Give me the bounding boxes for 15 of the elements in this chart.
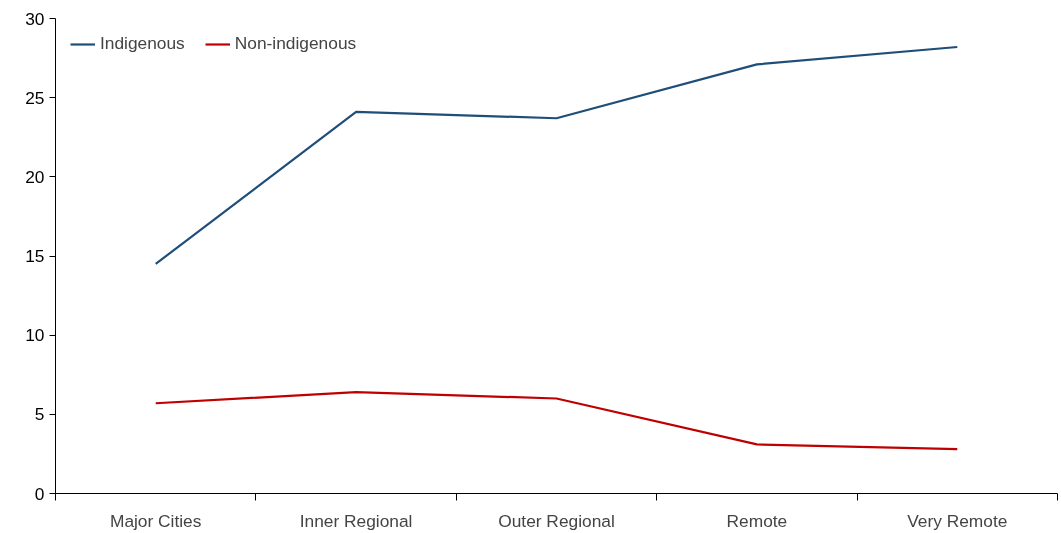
x-tick-label: Major Cities: [109, 510, 202, 531]
x-tick-label: Remote: [726, 510, 788, 531]
y-tick-label: 5: [34, 404, 45, 425]
y-tick-label: 15: [25, 246, 45, 266]
y-tick-label: 0: [34, 483, 45, 504]
x-tick-label: Inner Regional: [299, 510, 413, 531]
legend-label: Indigenous: [100, 33, 185, 54]
x-tick-label: Outer Regional: [498, 510, 615, 531]
y-tick-label: 25: [25, 87, 45, 108]
y-tick-label: 10: [25, 325, 45, 346]
y-tick-label: 30: [25, 8, 45, 29]
y-tick-label: 20: [25, 166, 45, 187]
line-series: [154, 391, 959, 451]
x-tick-label: Very Remote: [907, 510, 1008, 531]
legend-label: Non-indigenous: [234, 33, 357, 54]
